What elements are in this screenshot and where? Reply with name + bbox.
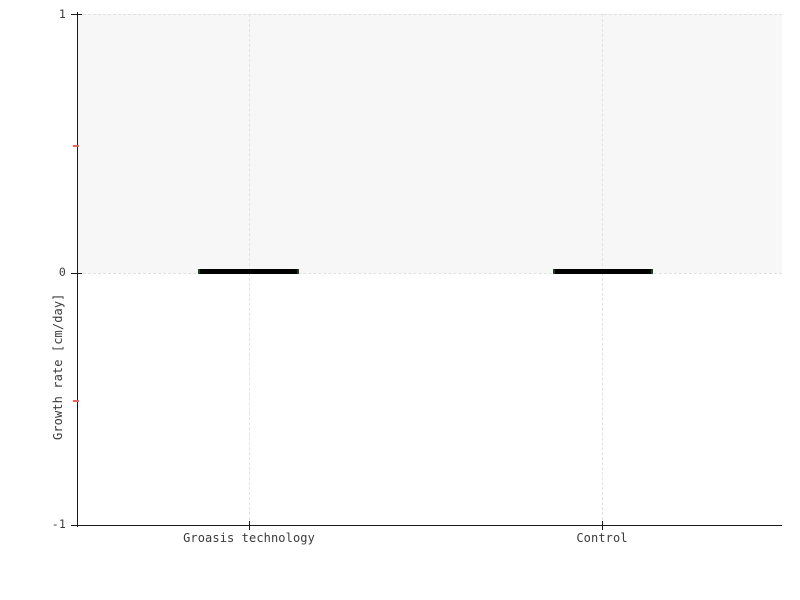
y-tick-label-neg-1: -1 <box>51 517 66 531</box>
whisker-cap-right-groasis-technology <box>297 269 299 274</box>
y-tick-mark-0 <box>71 273 82 274</box>
y-tick-mark-1 <box>71 14 82 15</box>
y-axis-title: Growth rate [cm/day] <box>51 293 65 441</box>
x-tick-label-groasis-technology: Groasis technology <box>183 531 315 545</box>
y-tick-label-1: 1 <box>58 7 66 21</box>
whisker-cap-left-control <box>553 269 555 274</box>
x-tick-mark-groasis-technology <box>249 521 250 530</box>
y-minor-tick-mark-0-5 <box>73 145 79 147</box>
positive-shaded-band <box>78 14 782 273</box>
y-tick-label-0: 0 <box>58 265 66 279</box>
x-axis-line <box>77 525 782 526</box>
gridline-horizontal-top <box>78 14 782 15</box>
gridline-horizontal-zero <box>78 273 782 274</box>
y-minor-tick-mark-neg-0-5 <box>73 400 79 402</box>
data-marker-control <box>555 269 651 274</box>
whisker-cap-right-control <box>651 269 653 274</box>
data-marker-groasis-technology <box>200 269 297 274</box>
y-tick-mark-neg-1 <box>71 525 82 526</box>
x-tick-label-control: Control <box>576 531 628 545</box>
y-axis-line <box>77 12 78 527</box>
x-tick-mark-control <box>602 521 603 530</box>
whisker-cap-left-groasis-technology <box>198 269 200 274</box>
